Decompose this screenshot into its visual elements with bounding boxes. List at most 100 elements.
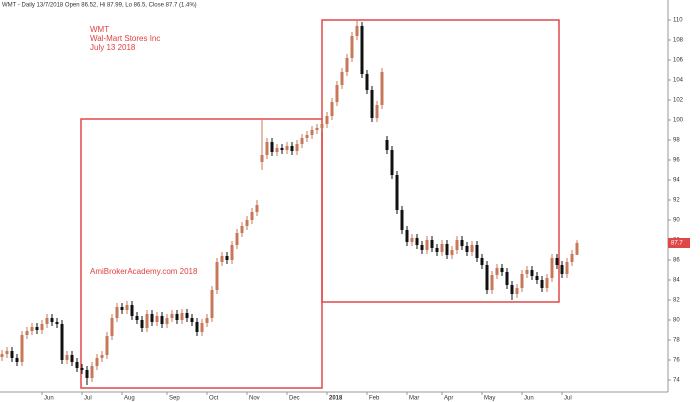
candle-body [285,146,289,150]
candle-body [565,262,569,274]
candle-body [255,205,259,212]
candle-body [100,355,104,358]
candle-body [145,314,149,328]
candle-body [515,288,519,294]
candle-body [340,72,344,85]
candle-body [155,316,159,322]
candle-body [105,336,109,355]
candle-body [225,256,229,260]
candle-body [125,305,129,310]
candle-body [160,316,164,324]
range-box [321,19,560,303]
candle-body [75,362,79,368]
x-tick-label: Nov [249,396,260,402]
candle-body [5,351,9,354]
annotation: Wal-Mart Stores Inc [90,34,160,43]
x-tick-label: Jul [564,396,572,402]
candle-body [60,324,64,360]
candle-body [190,318,194,322]
candle-body [45,318,49,324]
y-tick-label: 100 [673,118,684,124]
candle-body [25,331,29,335]
candle-body [490,275,494,290]
y-tick-label: 108 [673,38,684,44]
candle-body [85,370,89,378]
candle-body [260,155,264,162]
candle-body [20,335,24,362]
candle-body [570,254,574,262]
candle-body [380,72,384,105]
candle-body [110,318,114,336]
candle-body [475,245,479,258]
candle-body [35,327,39,330]
candle-body [350,36,354,58]
y-tick-label: 110 [673,18,683,24]
candle-body [140,320,144,328]
y-tick-label: 90 [673,218,680,224]
candle-body [195,322,199,332]
last-price-label: 87.7 [671,241,683,247]
candle-body [355,26,359,36]
candle-body [175,314,179,320]
candle-body [385,140,389,150]
y-tick-label: 82 [673,298,680,304]
y-tick-label: 80 [673,318,680,324]
candle-body [220,256,224,262]
candle-body [310,130,314,135]
candle-body [235,233,239,245]
candle-body [535,276,539,280]
candle-body [295,144,299,151]
candle-body [0,354,4,357]
candle-body [80,368,84,370]
candle-body [390,150,394,175]
candle-body [40,324,44,330]
candle-body [115,307,119,318]
candle-body [245,220,249,226]
candle-body [530,270,534,276]
x-tick-label: Jun [44,396,54,402]
y-tick-label: 84 [673,278,680,284]
candle-body [540,280,544,288]
y-tick-label: 92 [673,198,680,204]
candle-body [150,314,154,322]
candle-body [440,244,444,252]
candle-body [360,26,364,74]
candle-body [65,355,69,360]
x-tick-label: Feb [369,396,380,402]
candle-body [465,246,469,252]
candle-body [165,318,169,324]
x-tick-label: Apr [444,396,453,402]
candle-body [290,146,294,151]
candle-body [180,313,184,320]
candle-body [545,278,549,288]
x-tick-label: Mar [409,396,419,402]
candle-body [470,245,474,252]
x-tick-label: Aug [124,396,135,402]
candle-body [345,58,349,72]
candle-body [50,318,54,322]
candle-body [30,327,34,331]
y-tick-label: 96 [673,158,680,164]
candle-body [130,305,134,316]
candle-body [95,358,99,366]
candle-body [300,138,304,144]
candle-body [250,212,254,220]
candle-body [375,105,379,118]
candle-body [330,102,334,116]
candle-body [505,272,509,285]
y-tick-label: 78 [673,338,680,344]
candle-body [555,258,559,265]
candle-body [450,250,454,255]
x-tick-label: Jun [524,396,534,402]
x-tick-label: Jul [84,396,92,402]
candle-body [240,226,244,233]
candle-body [15,358,19,362]
x-tick-label: Oct [209,396,219,402]
y-tick-label: 76 [673,358,680,364]
candle-body [500,268,504,272]
annotation: July 13 2018 [90,43,136,52]
candle-body [120,307,124,310]
x-tick-label: Sep [169,396,180,402]
candle-body [325,116,329,124]
candle-body [370,90,374,118]
